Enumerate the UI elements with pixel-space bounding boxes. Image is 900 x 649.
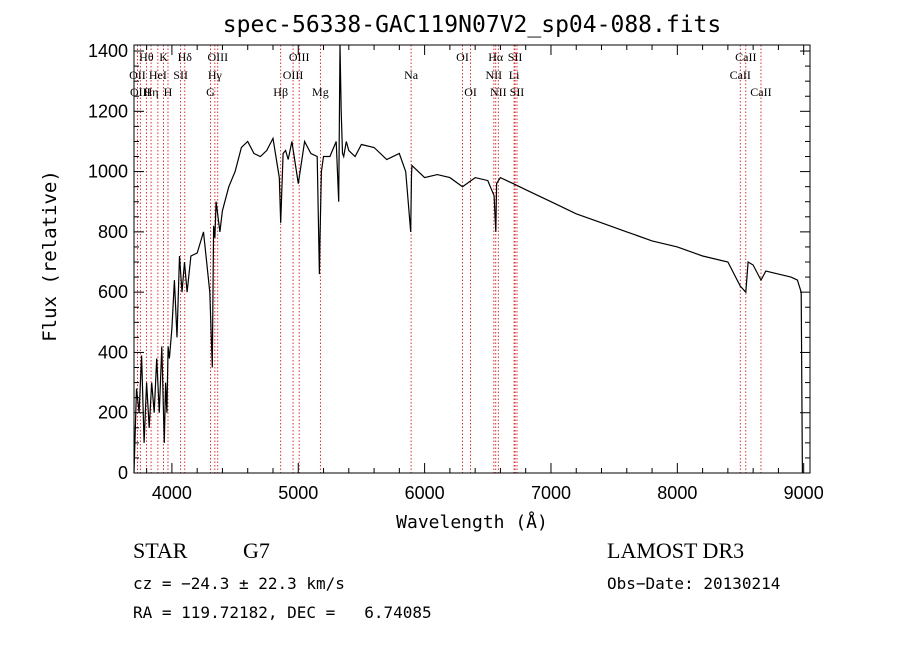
x-tick-label: 4000 xyxy=(152,483,192,503)
line-label: Hη xyxy=(144,85,159,99)
line-label: HeI xyxy=(149,68,167,82)
y-tick-label: 200 xyxy=(98,403,128,423)
plot-frame xyxy=(133,44,811,474)
line-label: NII xyxy=(486,68,503,82)
line-label: Hγ xyxy=(208,68,223,82)
x-axis: 4000 5000 6000 7000 8000 9000 xyxy=(146,45,824,503)
spectrum-line xyxy=(133,44,803,474)
line-label: OII xyxy=(129,68,146,82)
line-label: SII xyxy=(508,50,523,64)
line-label: OI xyxy=(456,50,469,64)
object-class: STAR xyxy=(133,538,188,563)
y-axis: 0 200 400 600 800 1000 1200 1400 xyxy=(88,41,810,483)
y-tick-label: 1000 xyxy=(88,162,128,182)
line-label: Na xyxy=(404,68,419,82)
line-label: NII xyxy=(490,85,507,99)
y-tick-label: 1400 xyxy=(88,41,128,61)
line-label: OIII xyxy=(289,50,310,64)
y-tick-label: 600 xyxy=(98,282,128,302)
line-label: SII xyxy=(173,68,188,82)
observation-date: Obs−Date: 20130214 xyxy=(607,574,781,593)
line-label: CaII xyxy=(735,50,756,64)
x-tick-label: 7000 xyxy=(531,483,571,503)
x-axis-label: Wavelength (Å) xyxy=(396,511,548,533)
line-label: SII xyxy=(510,85,525,99)
line-label: Hδ xyxy=(178,50,193,64)
line-label: OIII xyxy=(207,50,228,64)
y-tick-label: 800 xyxy=(98,222,128,242)
line-label: OI xyxy=(464,85,477,99)
line-label: G xyxy=(206,85,215,99)
line-label: Li xyxy=(509,68,520,82)
chart-title: spec-56338-GAC119N07V2_sp04-088.fits xyxy=(223,12,722,38)
y-axis-label: Flux (relative) xyxy=(39,170,61,342)
y-tick-label: 0 xyxy=(118,463,128,483)
line-label: CaII xyxy=(750,85,771,99)
y-tick-label: 400 xyxy=(98,342,128,362)
line-label: OIII xyxy=(130,85,151,99)
line-label: H xyxy=(164,85,173,99)
line-label: K xyxy=(159,50,168,64)
object-subclass: G7 xyxy=(243,538,270,563)
line-label: CaII xyxy=(730,68,751,82)
x-tick-label: 9000 xyxy=(784,483,824,503)
line-label: Mg xyxy=(312,85,329,99)
line-label: Hα xyxy=(488,50,504,64)
x-tick-label: 5000 xyxy=(278,483,318,503)
coordinates: RA = 119.72182, DEC = 6.74085 xyxy=(133,603,432,622)
emission-line-labels: Hθ K Hδ OIII OIII OI Hα SII CaII OII HeI SII Hγ OIII N… xyxy=(129,50,772,99)
emission-line-markers xyxy=(137,45,762,473)
x-tick-label: 8000 xyxy=(657,483,697,503)
line-label: Hβ xyxy=(273,85,288,99)
line-label: OIII xyxy=(283,68,304,82)
survey-name: LAMOST DR3 xyxy=(607,538,745,563)
line-label: Hθ xyxy=(139,50,154,64)
y-tick-label: 1200 xyxy=(88,101,128,121)
x-tick-label: 6000 xyxy=(405,483,445,503)
redshift-info: cz = −24.3 ± 22.3 km/s xyxy=(133,574,345,593)
